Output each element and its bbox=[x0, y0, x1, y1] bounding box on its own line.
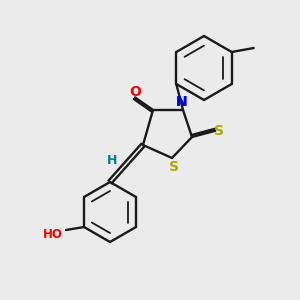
Text: N: N bbox=[176, 95, 188, 109]
Text: N: N bbox=[176, 95, 188, 109]
Text: S: S bbox=[169, 160, 179, 174]
Text: H: H bbox=[107, 154, 118, 167]
Text: S: S bbox=[214, 124, 224, 138]
Text: O: O bbox=[129, 85, 141, 99]
Text: HO: HO bbox=[43, 227, 63, 241]
